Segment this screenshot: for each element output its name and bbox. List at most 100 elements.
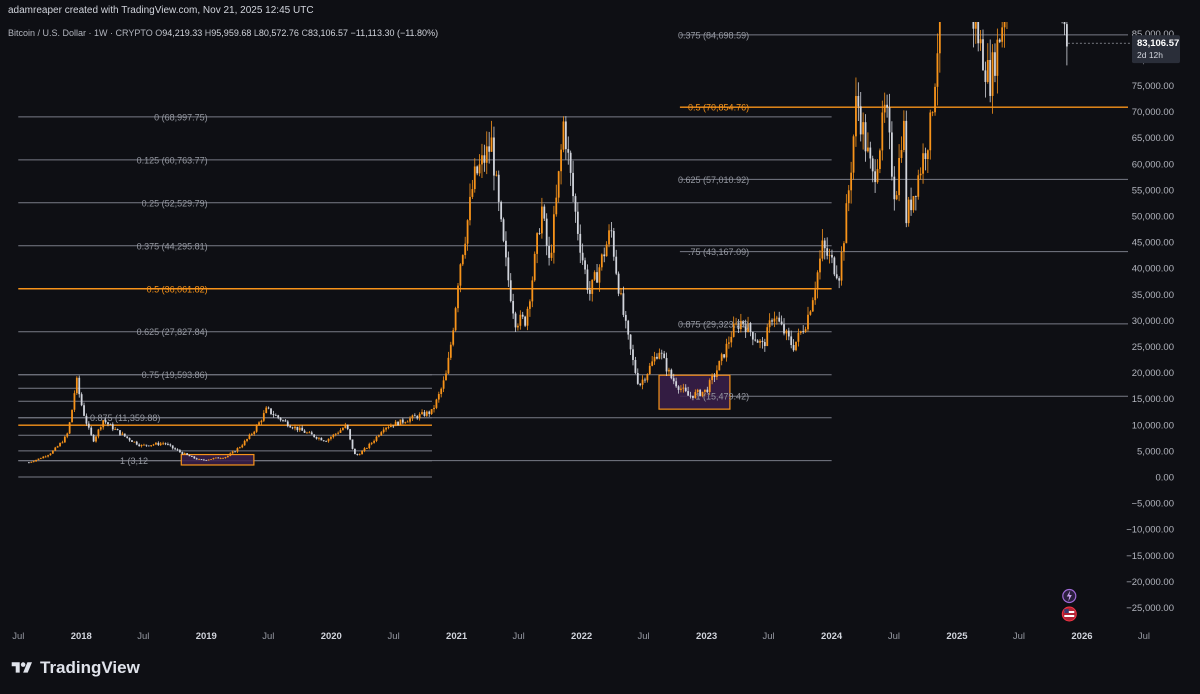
candle-body — [819, 258, 821, 273]
candle-body — [368, 443, 371, 449]
price-scale[interactable] — [1128, 0, 1200, 646]
footer-bar: TradingView — [0, 646, 1200, 694]
candle-body — [560, 149, 562, 172]
y-tick-label: 10,000.00 — [1132, 420, 1174, 431]
candle-body — [188, 454, 191, 457]
candle-body — [246, 438, 248, 441]
candle-body — [83, 405, 85, 416]
candle-body — [742, 320, 745, 325]
candle-body — [763, 342, 766, 347]
candle-body — [775, 317, 778, 319]
candle-body — [167, 444, 169, 445]
candle-body — [308, 432, 311, 434]
candle-body — [325, 441, 328, 442]
candle-body — [476, 166, 479, 174]
candle-body — [87, 423, 90, 428]
fib-level-label: 0.875 (11,359.88) — [90, 413, 160, 423]
x-tick-label: 2021 — [446, 631, 468, 642]
candle-body — [277, 415, 280, 418]
candle-body — [394, 421, 397, 427]
candle-body — [771, 320, 773, 322]
y-tick-label: 45,000.00 — [1132, 238, 1174, 249]
candle-body — [759, 340, 761, 343]
price-chart[interactable]: 85,000.0080,000.0075,000.0070,000.0065,0… — [0, 0, 1200, 646]
candle-body — [550, 252, 553, 258]
candle-body — [418, 414, 421, 419]
us-flag-icon[interactable] — [1061, 606, 1077, 622]
fib-level-label: 0.375 (84,698.59) — [678, 30, 749, 40]
candle-body — [212, 458, 215, 460]
candle-body — [974, 22, 977, 29]
candle-body — [179, 450, 181, 453]
candle-body — [231, 451, 234, 454]
zone-box[interactable] — [180, 453, 255, 466]
candle-body — [421, 412, 423, 415]
candle-body — [668, 369, 670, 372]
y-tick-label: 35,000.00 — [1132, 290, 1174, 301]
candle-body — [111, 424, 114, 430]
candle-body — [591, 279, 594, 294]
x-tick-label: Jul — [1138, 631, 1150, 642]
candle-body — [389, 425, 392, 428]
candle-body — [754, 339, 757, 341]
candle-body — [423, 412, 426, 416]
candle-body — [572, 172, 574, 197]
candle-body — [478, 164, 481, 174]
candle-body — [986, 60, 989, 82]
candle-body — [54, 447, 57, 451]
candle-body — [608, 230, 610, 245]
tradingview-logo[interactable]: TradingView — [10, 658, 140, 678]
candle-body — [555, 197, 558, 215]
candle-body — [737, 323, 740, 330]
candle-body — [205, 459, 208, 461]
candle-body — [44, 456, 47, 458]
candle-body — [934, 86, 936, 113]
candle-body — [159, 443, 162, 445]
candle-body — [982, 39, 984, 71]
candle-body — [171, 445, 174, 449]
y-tick-label: 65,000.00 — [1132, 133, 1174, 144]
candle-body — [315, 437, 318, 439]
candle-body — [612, 230, 615, 257]
candle-body — [169, 444, 172, 446]
candle-body — [634, 359, 637, 373]
candle-body — [984, 70, 987, 82]
candle-body — [267, 407, 270, 409]
candle-body — [996, 39, 999, 76]
candle-body — [322, 440, 325, 442]
candle-body — [243, 440, 246, 446]
candle-body — [1065, 24, 1068, 47]
candle-body — [363, 448, 366, 451]
fib-level-label: 0.5 (36,061.82) — [147, 284, 208, 294]
candle-body — [174, 448, 177, 450]
candle-body — [905, 120, 908, 224]
candle-body — [49, 453, 52, 456]
fib-level-label: 1 (3,12 — [120, 456, 148, 466]
candle-body — [914, 196, 917, 197]
candle-body — [502, 219, 505, 241]
candle-body — [217, 457, 220, 459]
candle-body — [473, 166, 476, 190]
candle-body — [131, 440, 133, 442]
candle-body — [931, 112, 934, 114]
lightning-icon[interactable] — [1062, 588, 1077, 604]
candle-body — [469, 196, 471, 221]
candle-body — [584, 260, 586, 270]
candle-body — [447, 357, 450, 374]
candle-body — [795, 341, 797, 351]
candle-body — [198, 459, 200, 461]
candle-body — [330, 437, 332, 439]
candle-body — [663, 353, 666, 359]
candle-body — [979, 39, 982, 44]
candle-body — [912, 196, 915, 211]
candle-body — [61, 442, 64, 444]
candle-body — [440, 388, 443, 395]
candle-body — [361, 450, 364, 455]
candle-body — [545, 218, 548, 246]
candle-body — [155, 442, 157, 445]
candle-body — [342, 428, 344, 431]
candle-body — [521, 314, 524, 317]
candle-body — [749, 323, 752, 332]
candle-body — [430, 409, 433, 414]
